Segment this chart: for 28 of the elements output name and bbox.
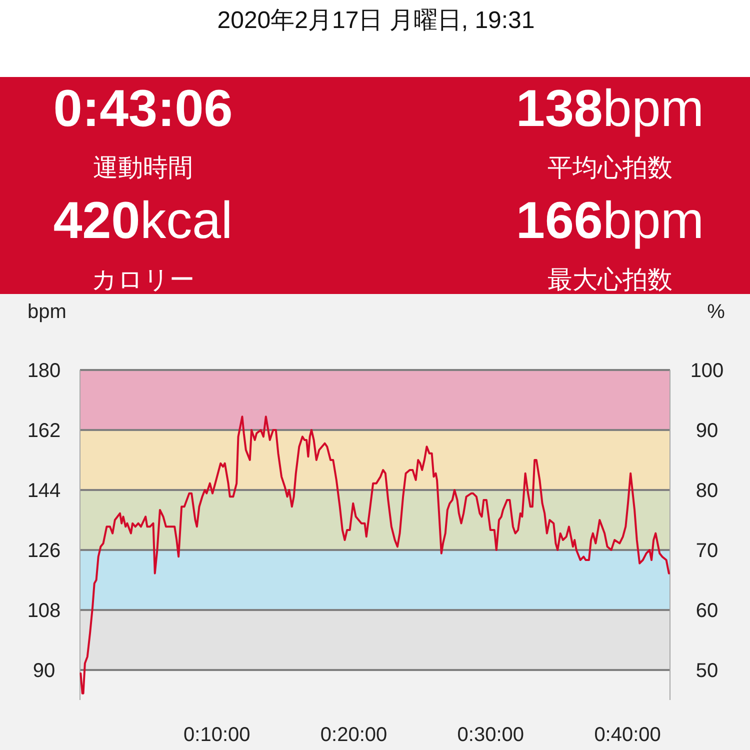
y-tick-label: 90 xyxy=(32,660,56,682)
text: 2020年2月17日 月曜日, 19:31 xyxy=(217,7,535,34)
line-series xyxy=(80,416,670,694)
y-tick-label: 180 xyxy=(27,360,61,382)
y2-tick-label: 70 xyxy=(696,540,718,562)
x-tick-label: 0:30:00 xyxy=(457,724,524,746)
text: カロリー xyxy=(92,266,194,294)
text: 138bpm xyxy=(516,80,704,138)
y2-tick-label: 90 xyxy=(696,420,718,442)
y-tick-label: 144 xyxy=(27,480,61,502)
y-tick-label: 126 xyxy=(27,540,61,562)
text: 0:43:06 xyxy=(53,80,233,138)
x-tick-label: 0:10:00 xyxy=(184,724,250,746)
y-axis-title: bpm xyxy=(28,301,66,323)
y2-axis-title: % xyxy=(707,301,726,323)
text: 平均心拍数 xyxy=(548,154,672,182)
y2-tick-label: 80 xyxy=(696,480,718,502)
x-tick-label: 0:20:00 xyxy=(320,724,388,746)
y2-tick-label: 100 xyxy=(690,360,724,382)
y-tick-label: 108 xyxy=(27,600,61,622)
text: 最大心拍数 xyxy=(548,266,672,294)
x-tick-label: 0:40:00 xyxy=(594,724,661,746)
text: 運動時間 xyxy=(93,154,193,182)
text: 166bpm xyxy=(516,192,704,250)
y-tick-label: 162 xyxy=(27,420,61,442)
text: 420kcal xyxy=(53,192,233,250)
y2-tick-label: 60 xyxy=(696,600,718,622)
y2-tick-label: 50 xyxy=(696,660,718,682)
